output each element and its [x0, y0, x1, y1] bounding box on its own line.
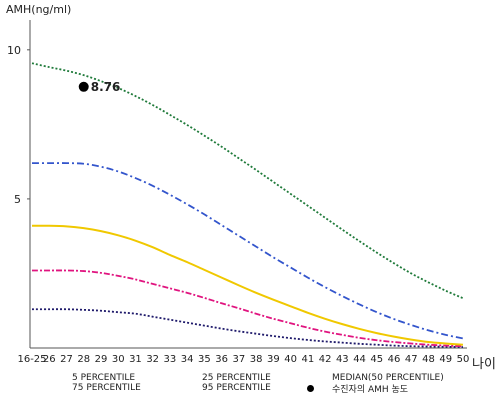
series-line-2: [31, 224, 464, 346]
series-line-3: [31, 162, 464, 340]
legend-item-75-percentile: 75 PERCENTILE: [38, 382, 141, 394]
x-tick-label: 32: [146, 354, 159, 365]
y-tick-label: 5: [14, 193, 21, 206]
legend-item-25-percentile: 25 PERCENTILE: [168, 372, 271, 384]
x-tick-label: 28: [77, 354, 90, 365]
x-tick-label: 40: [284, 354, 297, 365]
legend-item-patient: 수진자의 AMH 농도: [298, 382, 409, 395]
x-tick-label: 29: [95, 354, 108, 365]
x-tick-label: 49: [439, 354, 452, 365]
x-tick-label: 37: [233, 354, 246, 365]
x-tick-label: 35: [198, 354, 211, 365]
x-tick-label: 44: [353, 354, 366, 365]
x-tick-label: 34: [181, 354, 194, 365]
patient-point-layer: 8.76: [78, 80, 121, 94]
x-tick-label: 16-25: [17, 354, 46, 365]
legend-label: 수진자의 AMH 농도: [332, 384, 409, 395]
legend-item-median: MEDIAN(50 PERCENTILE): [298, 372, 444, 384]
series-line-4: [31, 62, 464, 300]
x-tick-label: 39: [267, 354, 280, 365]
y-axis-label: AMH(ng/ml): [6, 3, 72, 16]
x-tick-label: 33: [164, 354, 177, 365]
x-tick-label: 46: [388, 354, 401, 365]
x-tick-label: 31: [129, 354, 142, 365]
series-line-0: [32, 308, 464, 349]
x-tick-label: 30: [112, 354, 125, 365]
x-tick-label: 26: [43, 354, 56, 365]
legend-item-5-percentile: 5 PERCENTILE: [38, 372, 135, 384]
legend-label: MEDIAN(50 PERCENTILE): [332, 373, 444, 383]
x-tick-label: 45: [370, 354, 383, 365]
legend-label: 75 PERCENTILE: [72, 383, 141, 393]
x-tick-label: 41: [301, 354, 314, 365]
x-tick-label: 47: [405, 354, 418, 365]
x-axis-label: 나이: [472, 357, 496, 372]
legend-item-95-percentile: 95 PERCENTILE: [168, 382, 271, 394]
x-tick-label: 42: [319, 354, 332, 365]
x-tick-label: 50: [457, 354, 470, 365]
series-line-1: [32, 269, 464, 348]
legend: 5 PERCENTILE 25 PERCENTILE MEDIAN(50 PER…: [0, 372, 500, 400]
x-tick-label: 36: [215, 354, 228, 365]
legend-dot-icon: [307, 384, 314, 392]
legend-label: 25 PERCENTILE: [202, 373, 271, 383]
legend-label: 95 PERCENTILE: [202, 383, 271, 393]
series-layer: [31, 62, 464, 349]
x-tick-label: 43: [336, 354, 349, 365]
y-tick-label: 10: [7, 44, 21, 57]
patient-point-marker: [78, 81, 89, 92]
x-tick-label: 38: [250, 354, 263, 365]
patient-point-label: 8.76: [91, 80, 121, 94]
x-tick-label: 48: [422, 354, 435, 365]
legend-label: 5 PERCENTILE: [72, 373, 136, 383]
x-tick-label: 27: [60, 354, 73, 365]
